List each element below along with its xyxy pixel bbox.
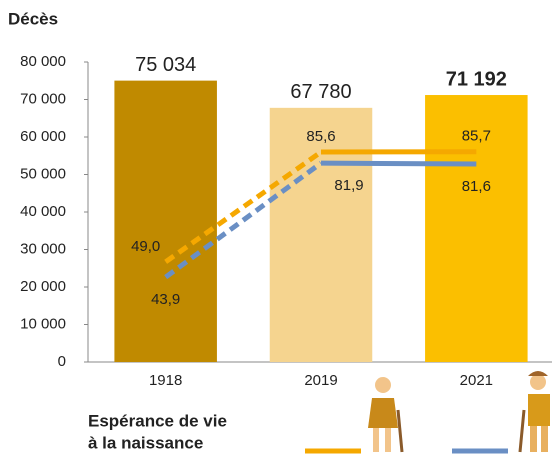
y-tick-label: 20 000	[20, 278, 66, 295]
x-tick-label: 2019	[304, 372, 337, 389]
y-tick-label: 70 000	[20, 90, 66, 107]
life-expectancy-line	[320, 160, 477, 167]
chart-title: Décès	[8, 9, 58, 28]
y-tick-label: 80 000	[20, 53, 66, 70]
bar-value-label: 67 780	[290, 81, 351, 103]
man-icon	[518, 371, 550, 453]
bar-value-label: 71 192	[446, 68, 507, 90]
x-tick-label: 1918	[149, 372, 182, 389]
line-value-label: 81,9	[334, 177, 363, 194]
y-tick-label: 50 000	[20, 165, 66, 182]
line-value-label: 81,6	[462, 178, 491, 195]
legend-title: Espérance de vie	[88, 411, 227, 430]
bar	[114, 80, 217, 362]
line-value-label: 85,7	[462, 128, 491, 145]
life-expectancy-line	[164, 161, 323, 280]
y-tick-label: 10 000	[20, 315, 66, 332]
y-tick-label: 60 000	[20, 128, 66, 145]
bar	[425, 95, 528, 362]
bar-value-label: 75 034	[135, 54, 196, 76]
y-tick-label: 0	[58, 353, 66, 370]
woman-icon	[368, 377, 404, 453]
bar	[269, 107, 373, 362]
y-tick-label: 40 000	[20, 203, 66, 220]
y-tick-label: 30 000	[20, 240, 66, 257]
x-tick-label: 2021	[460, 372, 493, 389]
legend-title: à la naissance	[88, 433, 203, 452]
line-value-label: 49,0	[131, 238, 160, 255]
line-value-label: 85,6	[306, 128, 335, 145]
line-value-label: 43,9	[151, 291, 180, 308]
